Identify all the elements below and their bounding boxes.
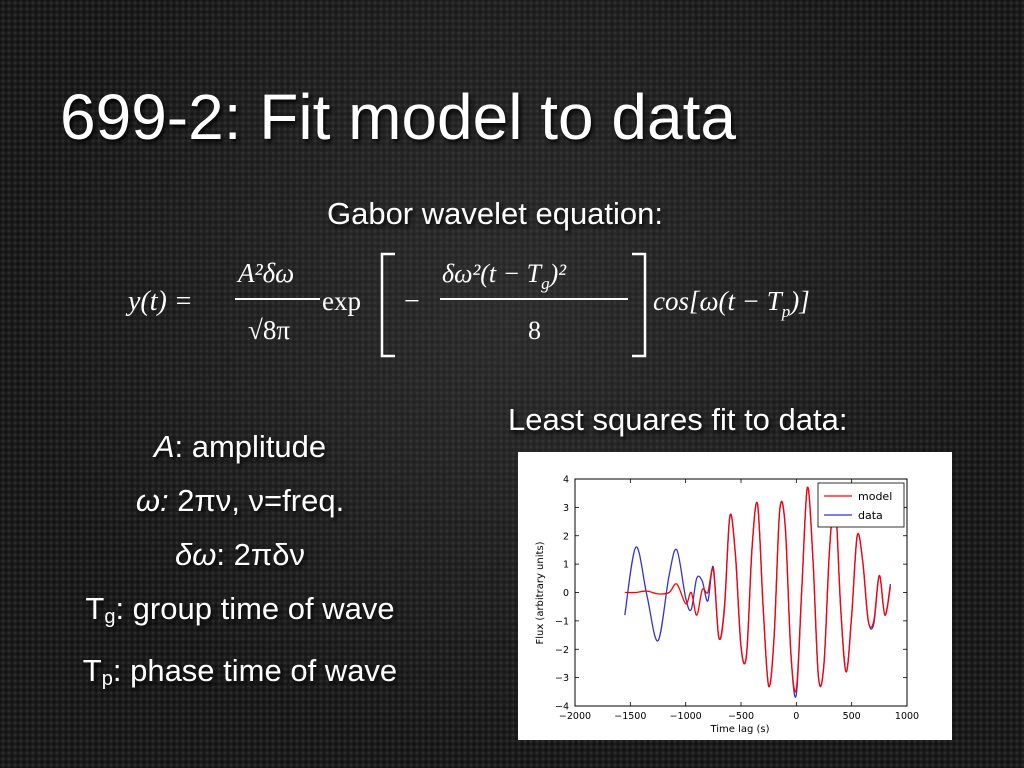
x-tick-label: −2000: [559, 711, 591, 722]
parameter-list: A: amplitude ω: 2πν, ν=freq. δω: 2πδν Tg…: [20, 420, 460, 706]
param-amplitude: A: amplitude: [20, 420, 460, 474]
param-delta-omega: δω: 2πδν: [20, 528, 460, 582]
x-tick-label: −1000: [670, 711, 702, 722]
page-title: 699-2: Fit model to data: [60, 81, 736, 153]
param-desc: : group time of wave: [115, 591, 395, 626]
param-symbol: A: [153, 429, 175, 464]
param-symbol: T: [82, 653, 102, 688]
x-tick-label: −500: [728, 711, 754, 722]
param-symbol: ω:: [135, 483, 169, 518]
x-axis-label: Time lag (s): [709, 724, 769, 735]
eq-exp-denominator: 8: [528, 316, 541, 345]
param-subscript: p: [101, 668, 113, 690]
eq-right-bracket: [632, 252, 647, 358]
y-tick-label: −3: [555, 673, 569, 684]
y-tick-label: 0: [563, 588, 569, 599]
x-tick-label: 0: [793, 711, 799, 722]
x-tick-label: −1500: [614, 711, 646, 722]
param-symbol: δω: [175, 537, 217, 572]
fit-plot: −2000 −1500 −1000 −500 0 500 1000 −4 −3 −2 −1 0 1 2 3 4…: [518, 452, 952, 740]
param-subscript: g: [104, 606, 116, 628]
legend: model data: [817, 482, 905, 528]
fit-heading: Least squares fit to data:: [508, 402, 848, 437]
param-desc: : amplitude: [174, 429, 327, 464]
eq-exp-numerator: δω²(t − Tg)²: [442, 259, 567, 293]
equation-heading: Gabor wavelet equation:: [326, 196, 664, 231]
x-tick-label: 500: [843, 711, 861, 722]
y-tick-label: 1: [563, 560, 569, 571]
eq-exp: exp: [322, 286, 361, 316]
param-desc: 2πν, ν=freq.: [168, 483, 345, 518]
eq-amp-numerator: A²δω: [236, 258, 294, 288]
legend-label-model: model: [858, 490, 892, 503]
y-tick-label: −1: [555, 616, 569, 627]
param-group-time: Tg: group time of wave: [20, 582, 460, 644]
x-tick-label: 1000: [895, 711, 919, 722]
y-tick-label: −2: [555, 645, 569, 656]
param-phase-time: Tp: phase time of wave: [20, 644, 460, 706]
legend-label-data: data: [858, 509, 883, 522]
param-desc: : 2πδν: [216, 537, 305, 572]
legend-box: [817, 482, 905, 528]
param-symbol: T: [85, 591, 105, 626]
y-tick-label: 3: [563, 503, 569, 514]
eq-lhs: y(t) =: [125, 286, 193, 317]
eq-amp-denominator: √8π: [248, 315, 290, 345]
eq-cos-term: cos[ω(t − Tp)]: [653, 286, 810, 321]
y-tick-label: 2: [563, 531, 569, 542]
series-line-model: [624, 486, 892, 693]
eq-left-bracket: [380, 252, 395, 358]
param-omega: ω: 2πν, ν=freq.: [20, 474, 460, 528]
gabor-equation: y(t) = A²δω √8π exp − δω²(t − Tg)² 8 cos…: [120, 246, 880, 371]
y-axis-label: Flux (arbitrary units): [535, 541, 546, 644]
y-tick-label: 4: [563, 475, 569, 486]
y-tick-label: −4: [555, 702, 569, 713]
param-desc: : phase time of wave: [112, 653, 398, 688]
eq-minus: −: [404, 286, 420, 317]
